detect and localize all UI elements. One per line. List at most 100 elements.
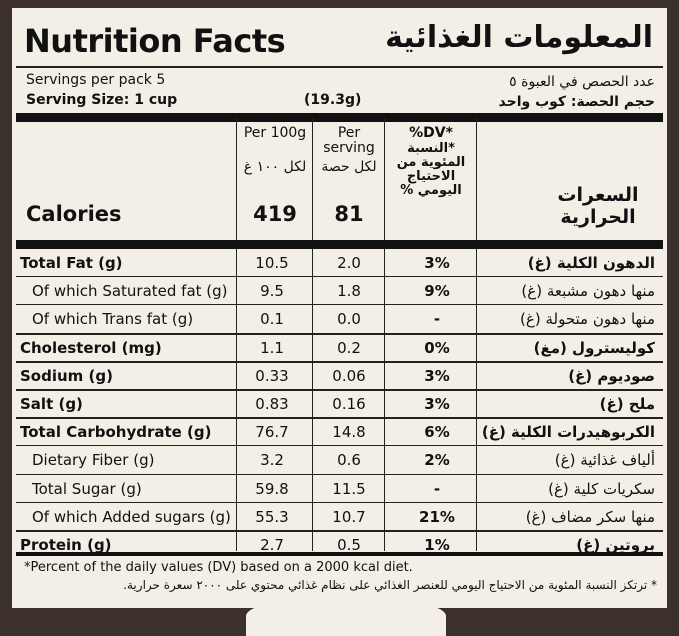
col-dv-ar: *النسبة المئوية من الاحتياج اليومي % (396, 141, 466, 198)
nutrient-name-ar: سكريات كلية (غ) (548, 479, 655, 498)
nutrient-name-en: Of which Added sugars (g) (32, 507, 231, 526)
nutrient-name-en: Of which Trans fat (g) (32, 310, 194, 329)
dv-value: 3% (424, 366, 450, 385)
dv-value: 0% (424, 338, 450, 357)
calories-label-en: Calories (26, 202, 122, 226)
nutrient-name-en: Dietary Fiber (g) (32, 451, 155, 470)
servings-en: Servings per pack 5 (26, 72, 166, 88)
per100-value: 55.3 (255, 507, 289, 526)
per100-value: 3.2 (260, 451, 284, 470)
per100-value: 59.8 (255, 479, 289, 498)
table-row: Salt (g) 0.83 0.16 3% ملح (غ) (16, 390, 663, 418)
per-serving-value: 0.0 (337, 310, 361, 329)
table-row: Of which Trans fat (g) 0.1 0.0 - منها دهون م… (16, 305, 663, 333)
col-per100-en: Per 100g (243, 125, 307, 141)
row-divider (16, 473, 663, 475)
dv-value: 21% (419, 507, 455, 526)
col-dv-en: %DV* (409, 125, 453, 141)
per100-value: 0.83 (255, 395, 289, 413)
row-divider (16, 332, 663, 335)
table-row: Protein (g) 2.7 0.5 1% بروتين (غ) (16, 531, 663, 559)
per-serving-value: 0.2 (337, 338, 361, 357)
nutrient-name-ar: منها سكر مضاف (غ) (525, 507, 655, 526)
table-row: Sodium (g) 0.33 0.06 3% صوديوم (غ) (16, 362, 663, 390)
table-row: Total Fat (g) 10.5 2.0 3% الدهون الكلية (غ) (16, 249, 663, 277)
table-row: Total Carbohydrate (g) 76.7 14.8 6% الكربوهي… (16, 418, 663, 446)
per100-value: 0.33 (255, 366, 289, 385)
calories-serving: 81 (334, 202, 364, 226)
dv-value: 1% (424, 536, 450, 554)
nutrient-name-en: Total Carbohydrate (g) (20, 423, 212, 442)
calories-per100: 419 (253, 202, 297, 226)
per100-value: 1.1 (260, 338, 284, 357)
nutrient-name-ar: منها دهون مشبعة (غ) (521, 282, 655, 301)
nutrient-name-ar: منها دهون متحولة (غ) (520, 310, 655, 329)
dv-value: 9% (424, 282, 450, 301)
nutrition-label: Nutrition Facts المعلومات الغذائية Servi… (12, 8, 667, 608)
per-serving-value: 0.16 (332, 395, 366, 413)
row-divider (16, 501, 663, 503)
per-serving-value: 14.8 (332, 423, 366, 442)
divider (16, 66, 663, 68)
thick-divider (16, 240, 663, 249)
nutrient-name-ar: الدهون الكلية (غ) (527, 254, 655, 272)
package-edge (246, 596, 446, 636)
nutrient-name-en: Total Fat (g) (20, 254, 123, 272)
per100-value: 9.5 (260, 282, 284, 301)
row-divider (16, 276, 663, 278)
table-row: Dietary Fiber (g) 3.2 0.6 2% ألياف غذائية (غ… (16, 446, 663, 474)
per-serving-value: 0.6 (337, 451, 361, 470)
col-per100-ar: لكل ١٠٠ غ (243, 159, 307, 175)
dv-value: 3% (424, 395, 450, 413)
per100-value: 0.1 (260, 310, 284, 329)
serving-size-ar: حجم الحصة: كوب واحد (498, 94, 655, 110)
row-divider (16, 389, 663, 391)
per100-value: 2.7 (260, 536, 284, 554)
nutrient-name-ar: الكربوهيدرات الكلية (غ) (481, 423, 655, 442)
serving-size-weight: (19.3g) (304, 92, 362, 108)
dv-value: 6% (424, 423, 450, 442)
per-serving-value: 10.7 (332, 507, 366, 526)
nutrient-name-en: Cholesterol (mg) (20, 338, 162, 357)
per-serving-value: 0.5 (337, 536, 361, 554)
dv-value: - (433, 310, 441, 329)
per100-value: 10.5 (255, 254, 289, 272)
nutrient-name-en: Of which Saturated fat (g) (32, 282, 228, 301)
calories-label-ar: السعرات الحرارية (557, 184, 639, 228)
col-serving-ar: لكل حصة (321, 159, 377, 175)
nutrient-name-ar: كوليسترول (مغ) (533, 338, 655, 357)
row-divider (16, 445, 663, 447)
serving-size-en: Serving Size: 1 cup (26, 92, 178, 108)
table-row: Total Sugar (g) 59.8 11.5 - سكريات كلية (غ) (16, 475, 663, 503)
table-row: Cholesterol (mg) 1.1 0.2 0% كوليسترول (مغ) (16, 334, 663, 362)
servings-ar: عدد الحصص في العبوة ٥ (509, 74, 655, 90)
row-divider (16, 360, 663, 363)
per-serving-value: 1.8 (337, 282, 361, 301)
table-row: Of which Added sugars (g) 55.3 10.7 21% منها… (16, 503, 663, 531)
row-divider (16, 530, 663, 532)
thick-divider (16, 113, 663, 122)
per-serving-value: 2.0 (337, 254, 361, 272)
dv-value: 3% (424, 254, 450, 272)
per-serving-value: 0.06 (332, 366, 366, 385)
nutrient-name-ar: بروتين (غ) (576, 536, 655, 554)
divider (16, 552, 663, 556)
title-en: Nutrition Facts (24, 22, 286, 60)
dv-value: - (433, 479, 441, 498)
footnote-en: *Percent of the daily values (DV) based … (24, 560, 413, 575)
row-divider (16, 417, 663, 420)
col-serving-en: Per serving (323, 125, 375, 156)
title-ar: المعلومات الغذائية (385, 20, 653, 55)
row-divider (16, 304, 663, 306)
footnote-ar: * ترتكز النسبة المئوية من الاحتياج اليوم… (123, 578, 657, 592)
table-row: Of which Saturated fat (g) 9.5 1.8 9% منها د… (16, 277, 663, 305)
nutrient-name-en: Total Sugar (g) (32, 479, 142, 498)
dv-value: 2% (424, 451, 450, 470)
nutrient-name-ar: ملح (غ) (599, 395, 655, 413)
nutrient-name-ar: صوديوم (غ) (568, 366, 655, 385)
nutrient-name-en: Protein (g) (20, 536, 112, 554)
nutrient-name-en: Sodium (g) (20, 366, 113, 385)
nutrient-name-en: Salt (g) (20, 395, 83, 413)
nutrient-name-ar: ألياف غذائية (غ) (554, 451, 655, 470)
per-serving-value: 11.5 (332, 479, 366, 498)
